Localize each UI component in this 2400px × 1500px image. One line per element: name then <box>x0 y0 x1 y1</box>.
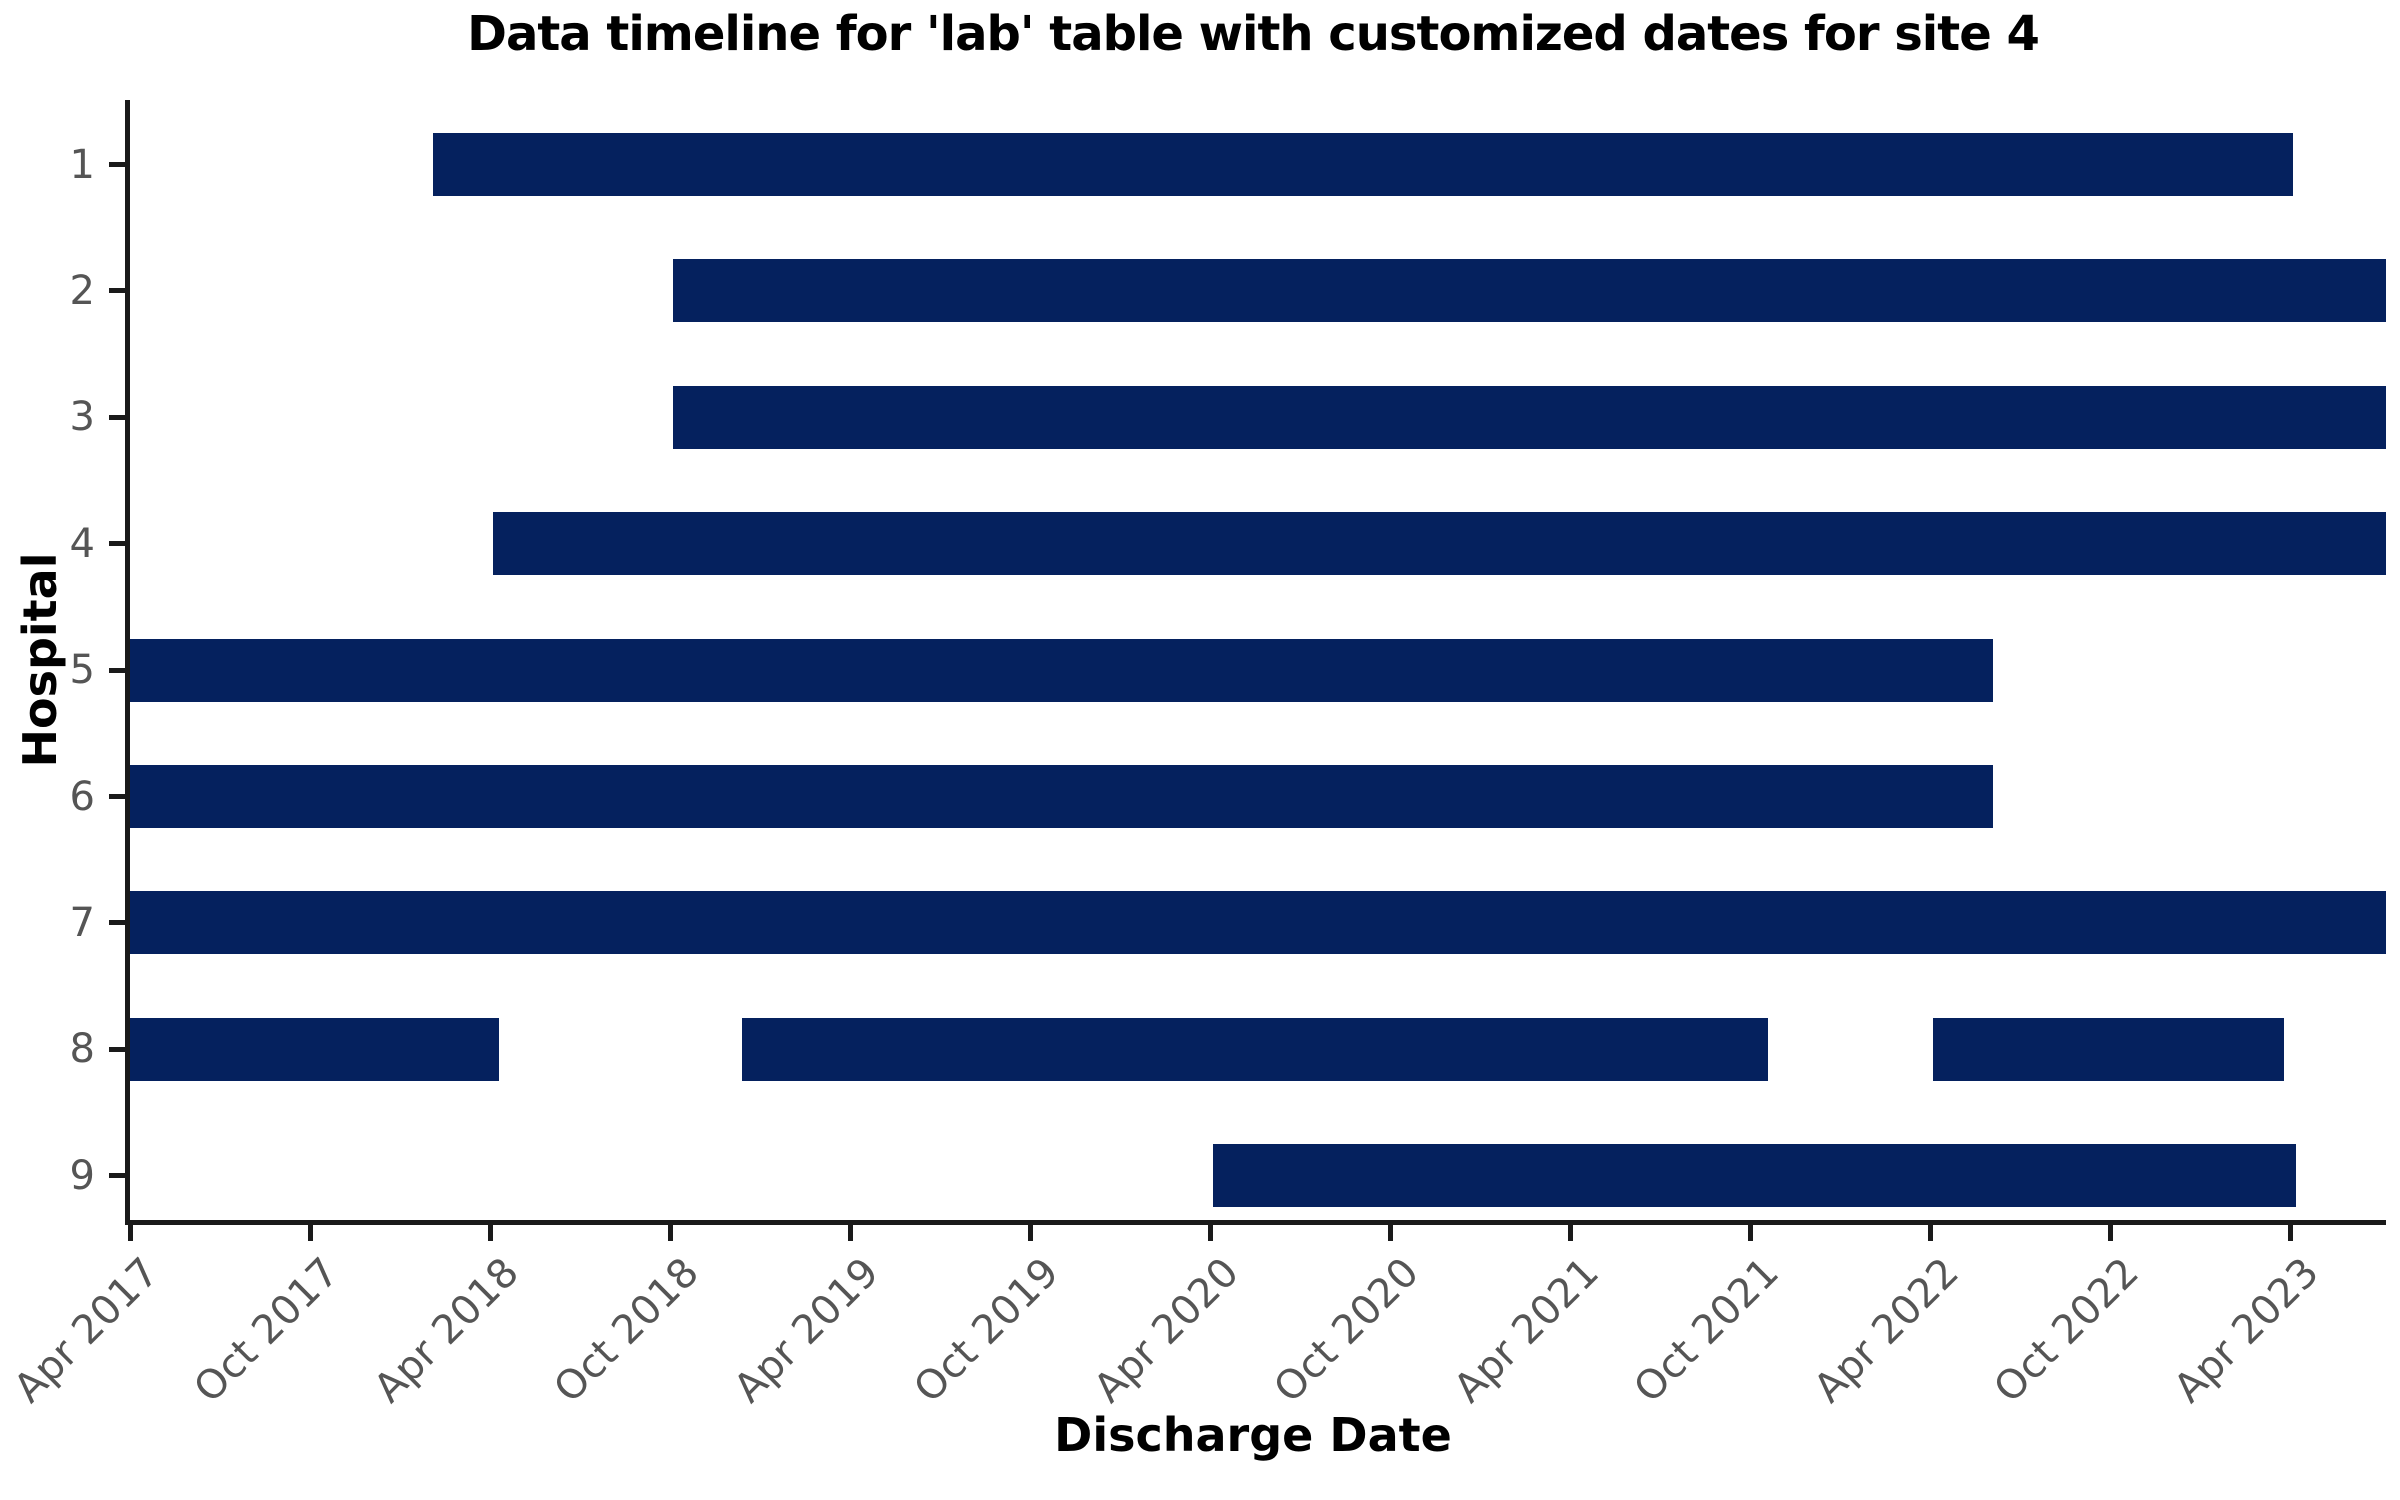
x-tick-mark <box>667 1225 673 1241</box>
x-tick-mark <box>1387 1225 1393 1241</box>
x-tick-mark <box>1747 1225 1753 1241</box>
chart-title: Data timeline for 'lab' table with custo… <box>467 6 2040 62</box>
y-tick-label: 4 <box>69 520 95 567</box>
y-tick-mark <box>109 667 125 673</box>
x-tick-mark <box>127 1225 133 1241</box>
timeline-bar-hospital-4 <box>493 512 2386 576</box>
timeline-bar-hospital-6 <box>130 765 1993 828</box>
timeline-bar-hospital-8 <box>1933 1017 2284 1081</box>
plot-area: 1 2 3 4 5 6 7 8 9 Apr 2017 Oct 2017 Apr 2018 Oct 201… <box>5 100 2386 1412</box>
y-tick-label: 5 <box>69 647 95 694</box>
y-tick-label: 8 <box>69 1026 95 1073</box>
timeline-bar-hospital-2 <box>673 259 2386 323</box>
y-tick-mark <box>109 541 125 547</box>
y-tick-mark <box>109 794 125 799</box>
y-tick-label: 9 <box>69 1152 95 1199</box>
timeline-bar-hospital-7 <box>130 891 2386 955</box>
timeline-bar-hospital-1 <box>433 133 2293 196</box>
y-tick-label: 3 <box>69 394 95 441</box>
y-tick-label: 2 <box>69 267 95 314</box>
timeline-bar-hospital-3 <box>673 385 2386 449</box>
x-tick-mark <box>847 1225 853 1241</box>
y-tick-label: 7 <box>69 899 95 946</box>
y-tick-mark <box>109 288 125 294</box>
y-tick-mark <box>109 920 125 926</box>
y-axis-label: Hospital <box>13 552 67 768</box>
x-tick-mark <box>1027 1225 1033 1241</box>
x-axis-label: Discharge Date <box>1054 1408 1452 1462</box>
y-tick-mark <box>109 1173 125 1179</box>
y-tick-mark <box>109 414 125 420</box>
x-tick-mark <box>307 1225 313 1241</box>
timeline-bar-hospital-9 <box>1213 1144 2296 1208</box>
y-tick-label: 1 <box>69 141 95 188</box>
timeline-bar-hospital-5 <box>130 638 1993 702</box>
x-tick-mark <box>1567 1225 1573 1241</box>
timeline-bar-hospital-8 <box>130 1017 499 1081</box>
y-tick-label: 6 <box>69 773 95 820</box>
x-tick-mark <box>2107 1225 2113 1241</box>
x-tick-mark <box>1207 1225 1213 1241</box>
x-tick-mark <box>2287 1225 2293 1241</box>
y-tick-mark <box>109 162 125 167</box>
y-tick-mark <box>109 1046 125 1052</box>
timeline-bar-hospital-8 <box>742 1017 1768 1081</box>
x-tick-mark <box>487 1225 493 1241</box>
x-tick-mark <box>1927 1225 1933 1241</box>
